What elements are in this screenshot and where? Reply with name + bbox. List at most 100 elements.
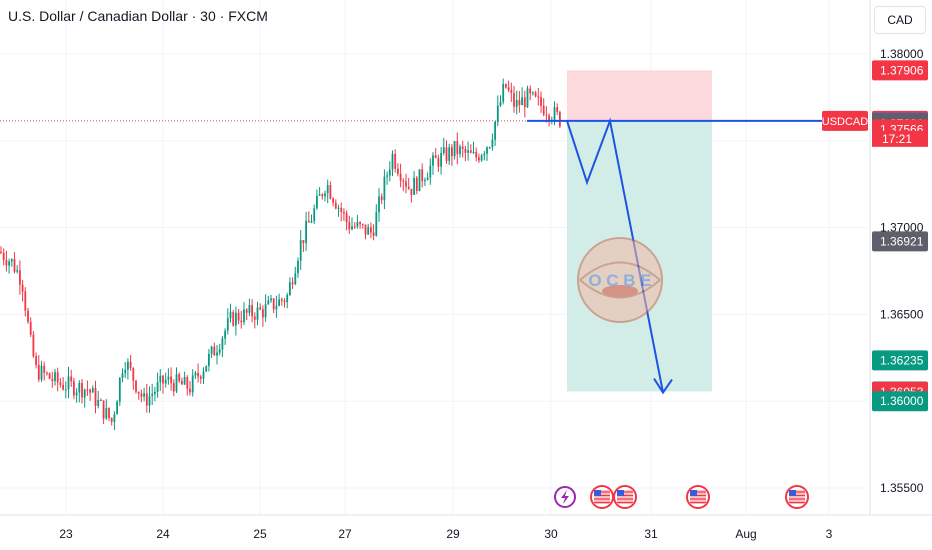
countdown-label: 17:21 xyxy=(882,132,912,146)
candle-body xyxy=(313,208,316,221)
candle-body xyxy=(213,346,216,356)
candle-body xyxy=(402,180,405,182)
candle-body xyxy=(159,375,162,383)
candle-body xyxy=(167,376,170,380)
candle-body xyxy=(459,146,461,155)
symbol-tag[interactable] xyxy=(822,110,868,131)
candle-body xyxy=(129,361,132,368)
candle-body xyxy=(310,220,313,223)
candle-body xyxy=(16,270,19,272)
symbol-tag-label: USDCAD xyxy=(822,116,869,128)
candle-body xyxy=(2,252,5,261)
candle-body xyxy=(348,222,351,230)
candle-body xyxy=(383,176,386,201)
ocbe-logo: O C B E xyxy=(577,237,663,323)
candle-body xyxy=(461,146,464,149)
candle-body xyxy=(405,181,407,187)
candle-body xyxy=(510,90,513,93)
candle-body xyxy=(113,414,116,422)
candle-body xyxy=(297,260,299,274)
candle-body xyxy=(326,185,329,194)
candle-body xyxy=(267,300,270,305)
x-tick-label: 25 xyxy=(253,527,267,541)
us-flag-icon[interactable] xyxy=(590,485,614,509)
candle-body xyxy=(472,152,475,154)
price-badge-label: 1.37906 xyxy=(880,63,924,77)
candle-body xyxy=(545,114,548,116)
candle-body xyxy=(378,196,380,213)
candle-body xyxy=(172,383,175,392)
us-flag-icon[interactable] xyxy=(686,485,710,509)
chart-title: U.S. Dollar / Canadian Dollar · 30 · FXC… xyxy=(8,8,268,24)
candle-body xyxy=(272,298,275,310)
candle-body xyxy=(256,307,259,320)
candle-body xyxy=(251,305,253,317)
candle-body xyxy=(421,169,424,182)
arrow-head-icon xyxy=(653,377,673,395)
candle-body xyxy=(262,309,264,318)
candle-body xyxy=(316,195,318,209)
candle-body xyxy=(464,148,467,153)
candle-body xyxy=(124,369,127,374)
candle-body xyxy=(334,202,337,209)
x-tick-label: Aug xyxy=(735,527,756,541)
candle-body xyxy=(345,213,348,223)
candle-body xyxy=(367,227,370,235)
us-flag-icon[interactable] xyxy=(613,485,637,509)
candle-body xyxy=(332,198,334,203)
candle-body xyxy=(178,374,181,381)
candle-body xyxy=(356,222,359,227)
us-flag-icon-part xyxy=(617,490,624,496)
candle-body xyxy=(132,367,135,381)
candle-body xyxy=(235,312,237,326)
candle-body xyxy=(513,92,515,107)
price-badge xyxy=(872,391,928,412)
candle-body xyxy=(488,147,491,149)
lightning-icon[interactable] xyxy=(554,486,576,508)
candle-body xyxy=(32,334,35,357)
candle-body xyxy=(456,141,459,155)
candle-body xyxy=(324,193,326,197)
candle-body xyxy=(218,349,221,353)
candle-body xyxy=(445,147,448,161)
candle-body xyxy=(100,400,102,402)
candle-body xyxy=(437,158,440,167)
candle-body xyxy=(5,260,8,266)
candle-body xyxy=(253,316,256,320)
candle-body xyxy=(232,312,235,326)
candle-body xyxy=(361,224,364,226)
candle-body xyxy=(13,259,16,272)
us-flag-icon-part xyxy=(594,490,601,496)
candle-body xyxy=(478,157,480,161)
candle-body xyxy=(483,153,486,156)
candle-body xyxy=(286,294,289,303)
candle-body xyxy=(210,346,213,354)
stop-loss-zone[interactable] xyxy=(567,70,712,121)
candle-body xyxy=(121,373,124,378)
candle-body xyxy=(337,207,340,209)
candle-body xyxy=(507,87,510,91)
candle-body xyxy=(108,407,110,419)
x-tick-label: 31 xyxy=(644,527,658,541)
candle-body xyxy=(415,177,418,192)
us-flag-icon[interactable] xyxy=(785,485,809,509)
candle-body xyxy=(515,100,518,107)
candle-body xyxy=(399,173,402,181)
candle-body xyxy=(94,388,97,406)
candle-body xyxy=(540,97,542,106)
candle-body xyxy=(496,105,499,122)
candle-body xyxy=(305,220,307,244)
candle-body xyxy=(370,227,372,233)
price-axis[interactable] xyxy=(870,0,932,515)
lightning-icon-part xyxy=(561,490,569,504)
currency-selector[interactable]: CAD xyxy=(874,6,926,34)
candle-body xyxy=(245,309,248,313)
x-tick-label: 27 xyxy=(338,527,352,541)
candle-body xyxy=(229,312,232,319)
y-tick-label: 1.35500 xyxy=(880,481,924,495)
candle-body xyxy=(486,147,488,154)
candle-body xyxy=(151,393,154,396)
candle-body xyxy=(40,365,43,380)
